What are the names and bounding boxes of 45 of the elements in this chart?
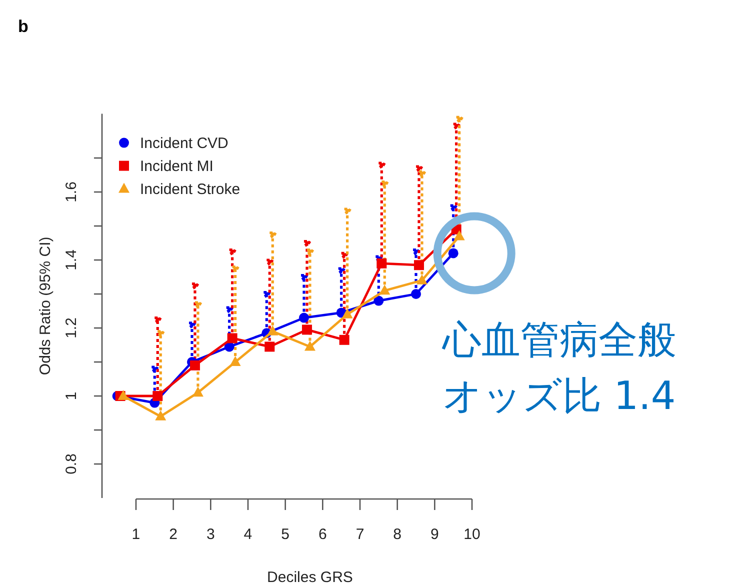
- x-axis-title: Deciles GRS: [267, 569, 353, 586]
- point: [416, 274, 428, 284]
- x-tick-label: 2: [169, 526, 178, 543]
- point: [155, 410, 166, 420]
- x-tick-label: 9: [430, 526, 439, 543]
- x-tick-label: 1: [132, 526, 140, 543]
- point: [448, 248, 458, 258]
- point: [267, 325, 278, 336]
- point: [190, 360, 200, 370]
- point: [374, 296, 384, 306]
- chart-title: b: [18, 17, 28, 36]
- x-tick-label: 3: [206, 526, 215, 543]
- point: [304, 340, 316, 351]
- y-tick-label: 0.8: [63, 454, 80, 474]
- point: [298, 312, 309, 323]
- y-tick-label: 1: [63, 392, 80, 400]
- point: [192, 386, 204, 397]
- point: [342, 308, 353, 318]
- point: [302, 324, 312, 335]
- x-tick-label: 5: [281, 526, 290, 543]
- y-tick-label: 1.2: [63, 318, 80, 338]
- point: [230, 356, 241, 366]
- point: [410, 289, 421, 299]
- x-tick-label: 10: [464, 526, 480, 543]
- point: [118, 390, 129, 400]
- point: [227, 333, 238, 344]
- point: [379, 284, 390, 295]
- x-tick-label: 8: [393, 526, 402, 543]
- point: [414, 260, 424, 270]
- legend-label: Incident CVD: [140, 134, 229, 152]
- point: [376, 258, 387, 268]
- point: [264, 342, 275, 352]
- legend-label: Incident Stroke: [140, 180, 240, 198]
- point: [339, 334, 350, 345]
- y-tick-label: 1.4: [63, 250, 80, 270]
- y-tick-label: 1.6: [63, 182, 80, 202]
- legend-label: Incident MI: [140, 158, 214, 175]
- annotation: 心血管病全般: [441, 318, 676, 364]
- x-tick-label: 6: [318, 526, 327, 543]
- y-axis-title: Odds Ratio (95% CI): [37, 236, 54, 376]
- x-tick-label: 4: [244, 526, 252, 543]
- x-tick-label: 7: [356, 526, 364, 543]
- point: [454, 230, 465, 240]
- point: [152, 391, 163, 401]
- annotation: オッズ比 1.4: [442, 374, 676, 420]
